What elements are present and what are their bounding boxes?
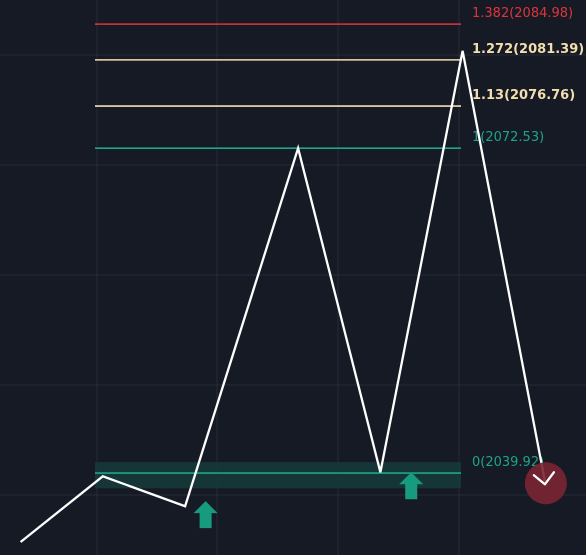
fib-level-label: 1.13(2076.76) [472,88,575,103]
signals [193,462,567,529]
fib-level-label: 1.382(2084.98) [472,6,573,21]
fib-level-label: 1.272(2081.39) [472,42,584,57]
buy-arrow-icon [193,501,218,529]
fibonacci-levels: 1.382(2084.98) 1.272(2081.39) 1.13(2076.76… [95,6,584,474]
buy-arrow-icon [399,472,424,500]
price-path-line [19,50,547,543]
fib-level-label: 0(2039.92) [472,455,544,470]
fib-level-label: 1(2072.53) [472,130,544,145]
arrow-head-stroke [532,471,556,486]
down-arrow-head-icon [532,471,556,486]
